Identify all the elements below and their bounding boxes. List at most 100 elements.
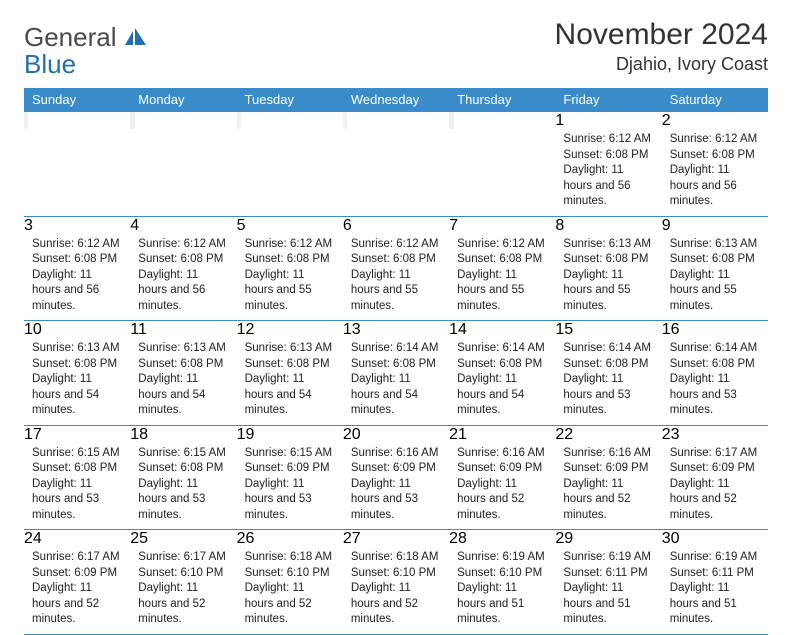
sunset-text: Sunset: 6:09 PM <box>457 461 547 477</box>
calendar-page: General Blue November 2024 Djahio, Ivory… <box>0 0 792 612</box>
sunrise-text: Sunrise: 6:14 AM <box>563 341 653 357</box>
day-details: Sunrise: 6:13 AMSunset: 6:08 PMDaylight:… <box>237 339 343 425</box>
day-details: Sunrise: 6:17 AMSunset: 6:09 PMDaylight:… <box>662 444 768 530</box>
day-number: 5 <box>237 217 246 234</box>
sunrise-text: Sunrise: 6:12 AM <box>351 237 441 253</box>
sunrise-text: Sunrise: 6:13 AM <box>32 341 122 357</box>
sunset-text: Sunset: 6:08 PM <box>138 461 228 477</box>
day-details-empty <box>343 130 449 200</box>
day-number: 22 <box>555 426 573 443</box>
day-details: Sunrise: 6:13 AMSunset: 6:08 PMDaylight:… <box>555 235 661 321</box>
calendar-table: Sunday Monday Tuesday Wednesday Thursday… <box>24 88 768 635</box>
day-number: 10 <box>24 321 42 338</box>
sunrise-text: Sunrise: 6:18 AM <box>245 550 335 566</box>
daylight-text: Daylight: 11 hours and 54 minutes. <box>32 372 122 419</box>
daylight-text: Daylight: 11 hours and 53 minutes. <box>351 477 441 524</box>
calendar-cell: 18Sunrise: 6:15 AMSunset: 6:08 PMDayligh… <box>130 425 236 530</box>
calendar-week-row: 10Sunrise: 6:13 AMSunset: 6:08 PMDayligh… <box>24 321 768 426</box>
sunrise-text: Sunrise: 6:12 AM <box>245 237 335 253</box>
calendar-cell <box>130 112 236 217</box>
sunset-text: Sunset: 6:11 PM <box>670 566 760 582</box>
sunrise-text: Sunrise: 6:12 AM <box>138 237 228 253</box>
daylight-text: Daylight: 11 hours and 52 minutes. <box>670 477 760 524</box>
day-number: 24 <box>24 530 42 547</box>
day-number: 9 <box>662 217 671 234</box>
daylight-text: Daylight: 11 hours and 53 minutes. <box>245 477 335 524</box>
sunrise-text: Sunrise: 6:19 AM <box>670 550 760 566</box>
day-number: 23 <box>662 426 680 443</box>
weekday-header: Thursday <box>449 88 555 112</box>
sunset-text: Sunset: 6:08 PM <box>670 357 760 373</box>
sunrise-text: Sunrise: 6:15 AM <box>138 446 228 462</box>
calendar-cell: 24Sunrise: 6:17 AMSunset: 6:09 PMDayligh… <box>24 530 130 635</box>
sunrise-text: Sunrise: 6:12 AM <box>670 132 760 148</box>
calendar-cell: 8Sunrise: 6:13 AMSunset: 6:08 PMDaylight… <box>555 216 661 321</box>
sunset-text: Sunset: 6:11 PM <box>563 566 653 582</box>
calendar-cell: 22Sunrise: 6:16 AMSunset: 6:09 PMDayligh… <box>555 425 661 530</box>
day-details: Sunrise: 6:15 AMSunset: 6:08 PMDaylight:… <box>130 444 236 530</box>
daylight-text: Daylight: 11 hours and 54 minutes. <box>351 372 441 419</box>
calendar-body: 1Sunrise: 6:12 AMSunset: 6:08 PMDaylight… <box>24 112 768 635</box>
sunrise-text: Sunrise: 6:14 AM <box>670 341 760 357</box>
sunrise-text: Sunrise: 6:19 AM <box>457 550 547 566</box>
daylight-text: Daylight: 11 hours and 54 minutes. <box>138 372 228 419</box>
sunrise-text: Sunrise: 6:18 AM <box>351 550 441 566</box>
sunset-text: Sunset: 6:08 PM <box>32 461 122 477</box>
day-details: Sunrise: 6:14 AMSunset: 6:08 PMDaylight:… <box>343 339 449 425</box>
calendar-cell: 15Sunrise: 6:14 AMSunset: 6:08 PMDayligh… <box>555 321 661 426</box>
sunrise-text: Sunrise: 6:13 AM <box>670 237 760 253</box>
logo-word-1: General <box>24 22 117 52</box>
day-details-empty <box>24 130 130 200</box>
day-details: Sunrise: 6:19 AMSunset: 6:11 PMDaylight:… <box>662 548 768 634</box>
calendar-cell: 12Sunrise: 6:13 AMSunset: 6:08 PMDayligh… <box>237 321 343 426</box>
calendar-week-row: 1Sunrise: 6:12 AMSunset: 6:08 PMDaylight… <box>24 112 768 217</box>
day-details: Sunrise: 6:12 AMSunset: 6:08 PMDaylight:… <box>449 235 555 321</box>
title-block: November 2024 Djahio, Ivory Coast <box>555 18 768 75</box>
calendar-week-row: 24Sunrise: 6:17 AMSunset: 6:09 PMDayligh… <box>24 530 768 635</box>
day-details: Sunrise: 6:16 AMSunset: 6:09 PMDaylight:… <box>343 444 449 530</box>
daylight-text: Daylight: 11 hours and 55 minutes. <box>670 268 760 315</box>
calendar-cell: 13Sunrise: 6:14 AMSunset: 6:08 PMDayligh… <box>343 321 449 426</box>
calendar-cell: 16Sunrise: 6:14 AMSunset: 6:08 PMDayligh… <box>662 321 768 426</box>
day-number: 20 <box>343 426 361 443</box>
day-details: Sunrise: 6:13 AMSunset: 6:08 PMDaylight:… <box>130 339 236 425</box>
sunset-text: Sunset: 6:08 PM <box>245 357 335 373</box>
day-details-empty <box>130 130 236 200</box>
daylight-text: Daylight: 11 hours and 56 minutes. <box>670 163 760 210</box>
day-number <box>449 112 453 129</box>
calendar-cell: 11Sunrise: 6:13 AMSunset: 6:08 PMDayligh… <box>130 321 236 426</box>
sunset-text: Sunset: 6:08 PM <box>32 252 122 268</box>
day-details-empty <box>237 130 343 200</box>
calendar-cell <box>24 112 130 217</box>
calendar-header-row: Sunday Monday Tuesday Wednesday Thursday… <box>24 88 768 112</box>
sunrise-text: Sunrise: 6:13 AM <box>245 341 335 357</box>
sunrise-text: Sunrise: 6:13 AM <box>138 341 228 357</box>
daylight-text: Daylight: 11 hours and 51 minutes. <box>457 581 547 628</box>
daylight-text: Daylight: 11 hours and 56 minutes. <box>138 268 228 315</box>
sunrise-text: Sunrise: 6:15 AM <box>32 446 122 462</box>
sunrise-text: Sunrise: 6:19 AM <box>563 550 653 566</box>
day-details: Sunrise: 6:13 AMSunset: 6:08 PMDaylight:… <box>662 235 768 321</box>
day-number: 7 <box>449 217 458 234</box>
sunset-text: Sunset: 6:10 PM <box>457 566 547 582</box>
day-details: Sunrise: 6:15 AMSunset: 6:09 PMDaylight:… <box>237 444 343 530</box>
daylight-text: Daylight: 11 hours and 52 minutes. <box>351 581 441 628</box>
day-details: Sunrise: 6:14 AMSunset: 6:08 PMDaylight:… <box>555 339 661 425</box>
sunset-text: Sunset: 6:09 PM <box>245 461 335 477</box>
calendar-cell: 2Sunrise: 6:12 AMSunset: 6:08 PMDaylight… <box>662 112 768 217</box>
sunset-text: Sunset: 6:08 PM <box>457 252 547 268</box>
weekday-header: Saturday <box>662 88 768 112</box>
daylight-text: Daylight: 11 hours and 56 minutes. <box>32 268 122 315</box>
day-number: 29 <box>555 530 573 547</box>
day-number: 27 <box>343 530 361 547</box>
day-number: 21 <box>449 426 467 443</box>
day-details: Sunrise: 6:14 AMSunset: 6:08 PMDaylight:… <box>449 339 555 425</box>
weekday-header: Tuesday <box>237 88 343 112</box>
daylight-text: Daylight: 11 hours and 52 minutes. <box>457 477 547 524</box>
day-details: Sunrise: 6:12 AMSunset: 6:08 PMDaylight:… <box>343 235 449 321</box>
day-details: Sunrise: 6:12 AMSunset: 6:08 PMDaylight:… <box>555 130 661 216</box>
calendar-cell: 27 Sunrise: 6:18 AMSunset: 6:10 PMDayligh… <box>343 530 449 635</box>
day-number: 12 <box>237 321 255 338</box>
sunset-text: Sunset: 6:10 PM <box>351 566 441 582</box>
daylight-text: Daylight: 11 hours and 55 minutes. <box>351 268 441 315</box>
